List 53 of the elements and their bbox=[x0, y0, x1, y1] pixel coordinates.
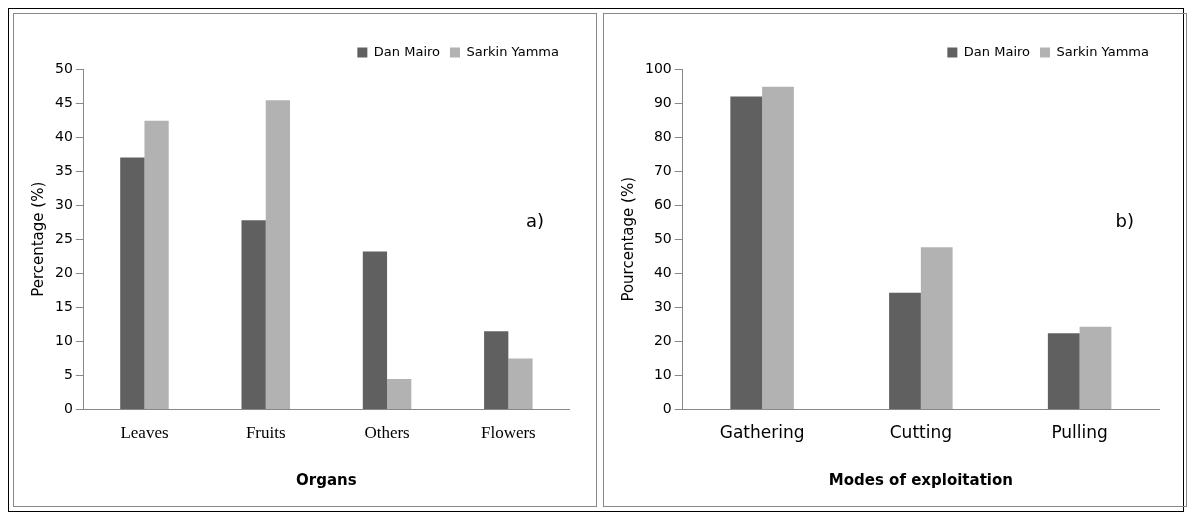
y-tick-label: 20 bbox=[653, 332, 672, 349]
y-tick-label: 50 bbox=[54, 59, 73, 76]
bar bbox=[1079, 326, 1112, 410]
y-tick-label: 70 bbox=[653, 161, 672, 178]
bar bbox=[920, 247, 953, 410]
bar bbox=[1047, 333, 1080, 410]
annotation: a) bbox=[525, 209, 544, 231]
bar bbox=[730, 96, 763, 410]
x-tick-label: Others bbox=[364, 423, 410, 443]
bar bbox=[241, 220, 266, 410]
y-tick-label: 90 bbox=[653, 93, 672, 110]
x-axis-title: Modes of exploitation bbox=[828, 470, 1013, 489]
bar bbox=[120, 157, 145, 410]
x-tick-label: Fruits bbox=[245, 423, 286, 443]
x-tick-label: Gathering bbox=[719, 422, 805, 443]
bar bbox=[265, 100, 291, 410]
y-tick-label: 60 bbox=[653, 195, 672, 212]
y-tick-label: 80 bbox=[653, 127, 672, 144]
legend-label: Sarkin Yamma bbox=[466, 43, 560, 59]
y-tick-label: 50 bbox=[653, 229, 672, 246]
y-tick-label: 30 bbox=[54, 195, 73, 212]
y-tick-label: 30 bbox=[653, 298, 672, 315]
y-tick-label: 20 bbox=[54, 264, 73, 280]
y-tick-label: 15 bbox=[54, 298, 73, 315]
y-tick-label: 0 bbox=[63, 400, 73, 417]
y-axis-title: Percentage (%) bbox=[28, 181, 47, 297]
y-tick-label: 40 bbox=[54, 127, 73, 144]
y-tick-label: 35 bbox=[54, 161, 73, 178]
legend-label: Dan Mairo bbox=[963, 43, 1031, 59]
y-tick-label: 10 bbox=[653, 366, 672, 383]
bar bbox=[762, 86, 794, 410]
x-tick-label: Flowers bbox=[480, 423, 536, 443]
bar bbox=[387, 378, 412, 410]
x-tick-label: Leaves bbox=[120, 423, 169, 443]
bar bbox=[144, 120, 169, 410]
y-tick-label: 5 bbox=[63, 366, 73, 383]
bar bbox=[362, 251, 388, 410]
bar bbox=[508, 358, 533, 410]
y-tick-label: 40 bbox=[653, 264, 672, 280]
y-tick-label: 10 bbox=[54, 332, 73, 349]
y-tick-label: 0 bbox=[662, 400, 672, 417]
bar bbox=[889, 292, 921, 410]
y-axis-title: Pourcentage (%) bbox=[618, 177, 637, 302]
bar bbox=[484, 331, 509, 410]
x-tick-label: Cutting bbox=[889, 422, 952, 443]
y-tick-label: 45 bbox=[54, 93, 73, 110]
legend-label: Dan Mairo bbox=[373, 43, 441, 59]
annotation: b) bbox=[1115, 209, 1134, 231]
x-tick-label: Pulling bbox=[1051, 422, 1108, 443]
y-tick-label: 25 bbox=[54, 229, 73, 246]
x-axis-title: Organs bbox=[296, 470, 357, 489]
legend-label: Sarkin Yamma bbox=[1056, 43, 1150, 59]
y-tick-label: 100 bbox=[644, 59, 672, 76]
